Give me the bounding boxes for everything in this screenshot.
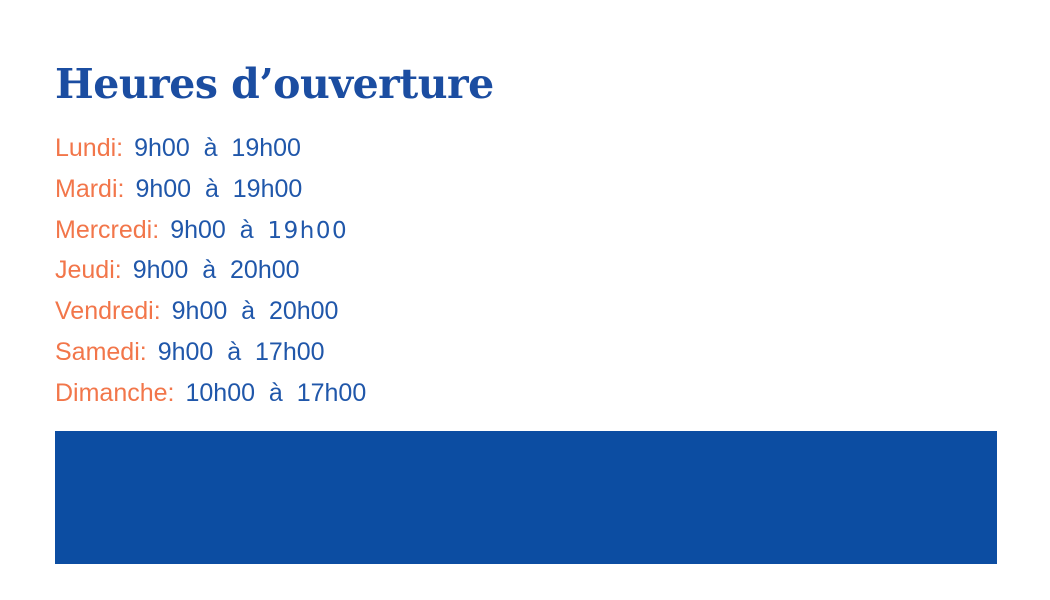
day-label: Lundi:	[55, 134, 124, 162]
day-label: Mardi:	[55, 174, 125, 203]
day-label: Jeudi:	[55, 256, 122, 285]
day-label: Dimanche:	[55, 378, 175, 407]
hours-list: Lundi: 9h00 à 19h00 Mardi: 9h00 à 19h00 Me…	[55, 129, 366, 415]
hours-row-jeudi: Jeudi: 9h00 à 20h00	[55, 251, 366, 292]
blue-banner	[55, 431, 997, 564]
day-time: 10h00 à 17h00	[185, 378, 367, 407]
day-time: 9h00 à 19h00	[134, 134, 301, 162]
day-time: 9h00 à 19h00	[135, 174, 303, 203]
day-label: Mercredi:	[55, 215, 160, 244]
page-title: Heures d’ouverture	[55, 60, 494, 108]
day-time: 9h00 à	[170, 215, 268, 244]
day-time: 9h00 à 17h00	[157, 337, 325, 366]
hours-row-mercredi: Mercredi: 9h00 à 19h00	[55, 211, 366, 252]
day-time: 9h00 à 20h00	[171, 297, 339, 326]
hours-row-vendredi: Vendredi: 9h00 à 20h00	[55, 292, 366, 333]
hours-row-samedi: Samedi: 9h00 à 17h00	[55, 333, 366, 374]
day-label: Samedi:	[55, 337, 147, 366]
day-time-alt: 19h00	[267, 217, 349, 244]
day-time: 9h00 à 20h00	[132, 256, 300, 285]
day-label: Vendredi:	[55, 297, 161, 326]
hours-row-mardi: Mardi: 9h00 à 19h00	[55, 170, 366, 211]
hours-row-lundi: Lundi: 9h00 à 19h00	[55, 129, 366, 170]
hours-row-dimanche: Dimanche: 10h00 à 17h00	[55, 374, 366, 415]
